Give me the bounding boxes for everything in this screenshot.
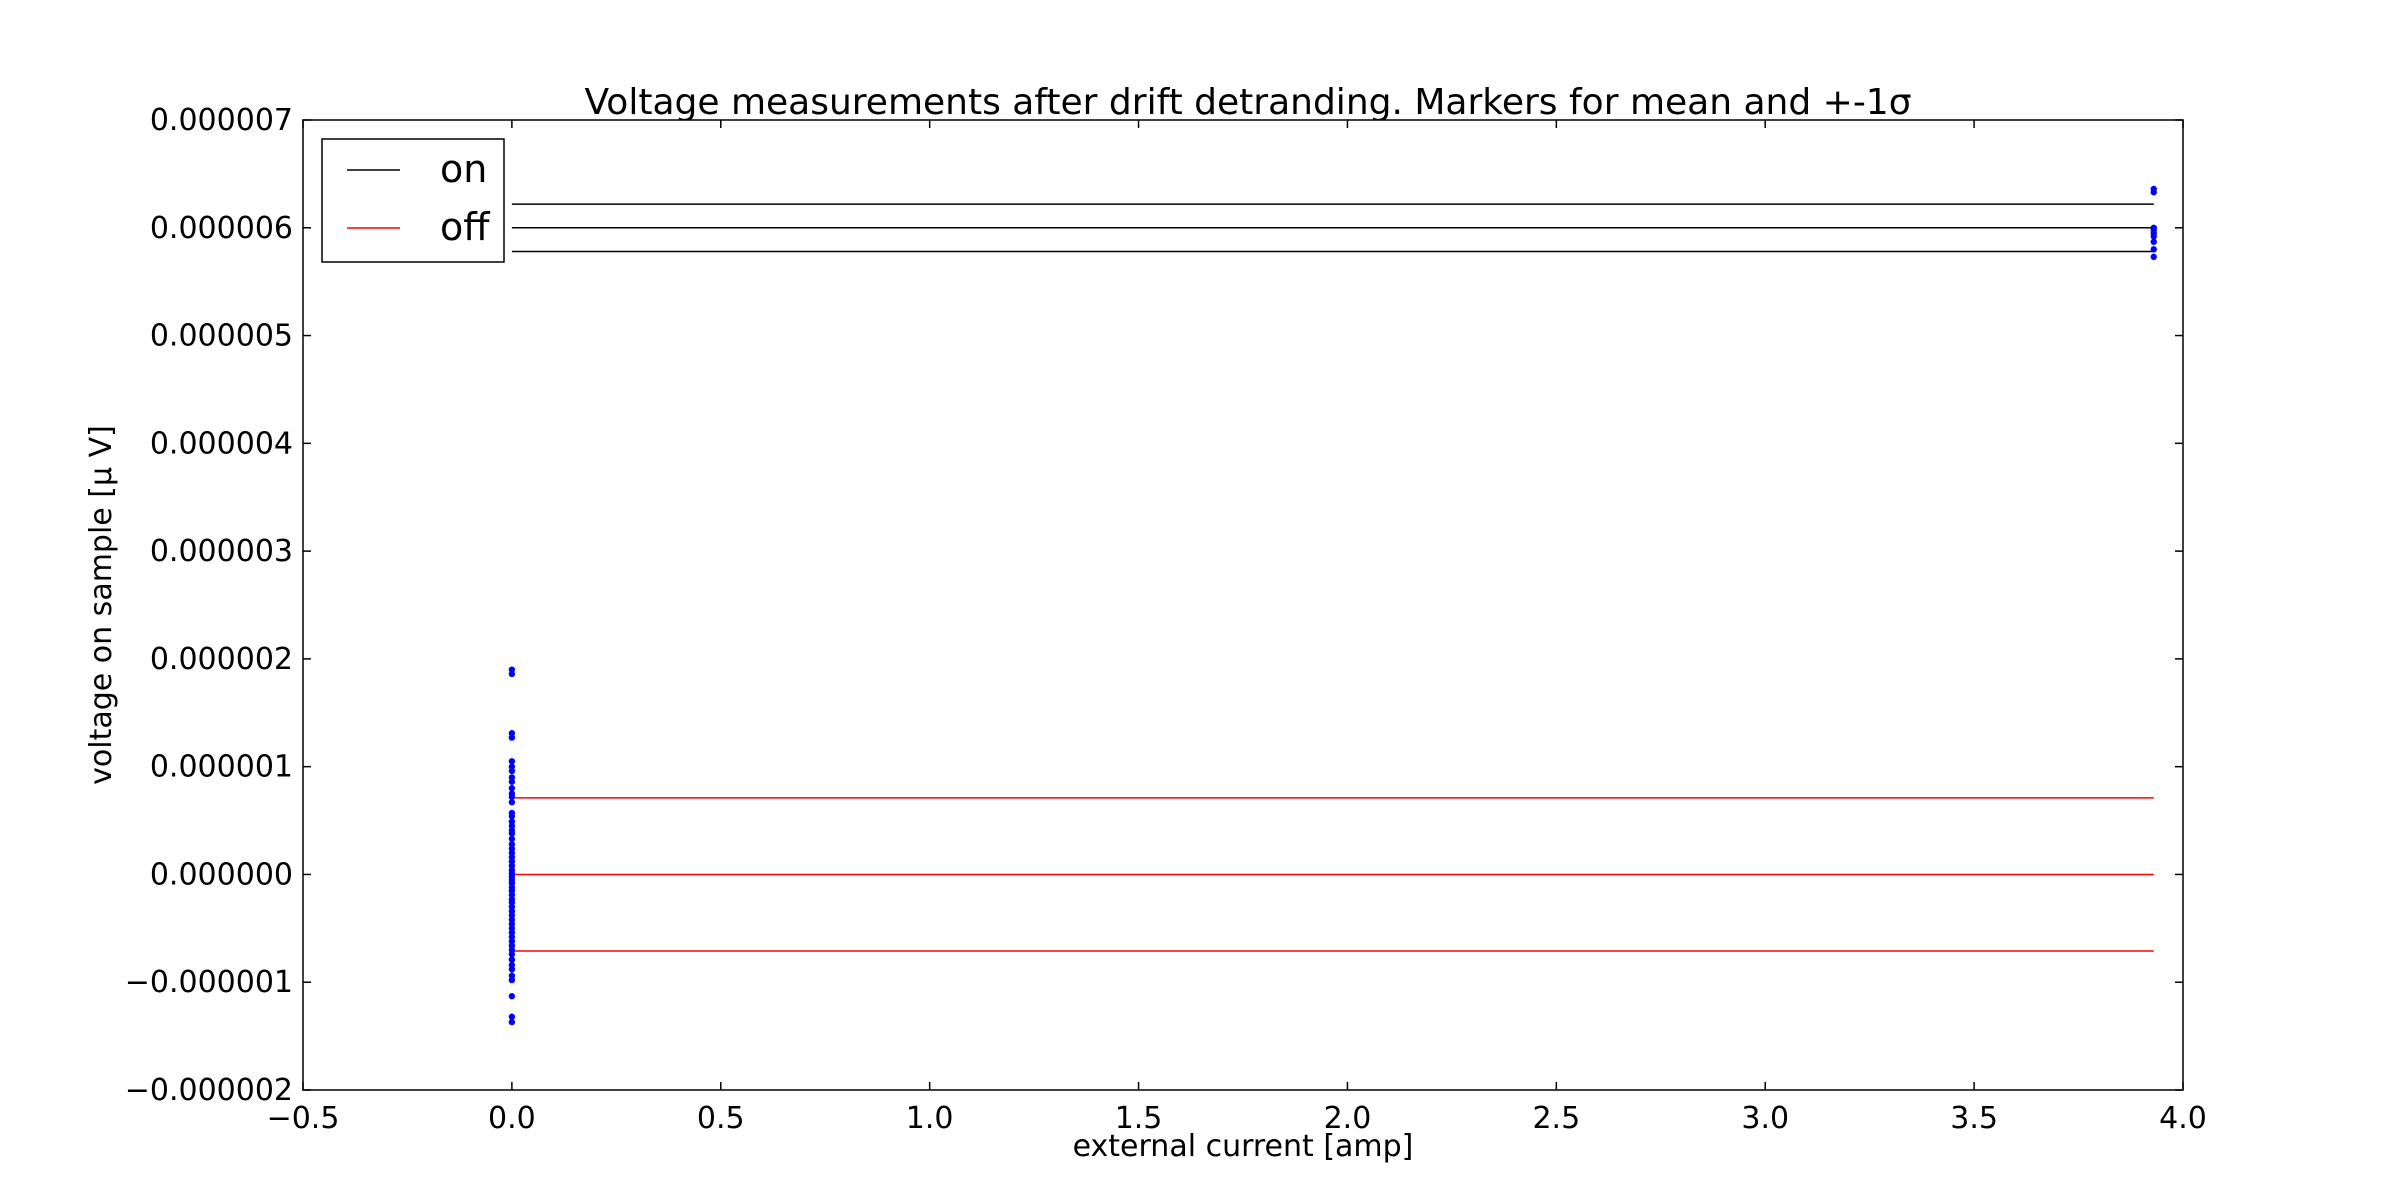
x-tick-label: 4.0 xyxy=(2159,1101,2207,1136)
legend: on off xyxy=(321,138,505,263)
legend-frame xyxy=(321,138,505,263)
y-tick-label: −0.000001 xyxy=(125,965,293,1000)
y-tick-label: 0.000001 xyxy=(150,750,293,785)
data-point xyxy=(508,778,516,785)
data-point xyxy=(508,966,516,973)
data-point xyxy=(508,951,516,958)
data-point xyxy=(508,1018,516,1026)
data-point xyxy=(508,670,516,678)
data-point xyxy=(2150,253,2157,261)
data-point xyxy=(508,793,516,801)
x-tick-label: 0.0 xyxy=(488,1101,536,1136)
x-axis: −0.5 0.0 0.5 1.0 1.5 2.0 2.5 3.0 3.5 4.0 xyxy=(267,120,2207,1136)
y-tick-label: 0.000002 xyxy=(150,642,293,677)
x-tick-label: 3.5 xyxy=(1950,1101,1998,1136)
reference-lines xyxy=(511,203,2154,952)
y-axis-label: voltage on sample [μ V] xyxy=(84,425,119,785)
y-tick-label: 0.000003 xyxy=(150,534,293,569)
data-point xyxy=(2150,238,2157,245)
legend-label-off: off xyxy=(440,205,490,249)
data-point xyxy=(2150,189,2157,196)
y-tick-label: 0.000005 xyxy=(150,319,293,354)
x-tick-label: 3.0 xyxy=(1741,1101,1789,1136)
y-tick-label: 0.000007 xyxy=(150,103,293,138)
y-tick-label: 0.000006 xyxy=(150,211,293,246)
legend-label-on: on xyxy=(440,147,487,191)
x-tick-label: 2.0 xyxy=(1324,1101,1372,1136)
data-point xyxy=(508,1013,516,1020)
plot-frame xyxy=(302,119,2184,1091)
data-point xyxy=(508,956,516,963)
data-point xyxy=(508,976,516,984)
data-points xyxy=(508,185,2157,1026)
data-point xyxy=(508,835,516,843)
x-axis-label: external current [amp] xyxy=(1073,1129,1414,1164)
data-point xyxy=(508,767,516,775)
chart-title: Voltage measurements after drift detrand… xyxy=(584,82,1911,123)
x-tick-label: 2.5 xyxy=(1532,1101,1580,1136)
data-point xyxy=(508,785,516,792)
x-tick-label: −0.5 xyxy=(267,1101,340,1136)
y-tick-label: −0.000002 xyxy=(125,1073,293,1108)
y-tick-label: 0.000004 xyxy=(150,426,293,461)
x-tick-label: 0.5 xyxy=(697,1101,745,1136)
y-tick-label: 0.000000 xyxy=(150,857,293,892)
data-point xyxy=(508,830,516,837)
x-tick-label: 1.5 xyxy=(1115,1101,1163,1136)
data-point xyxy=(508,799,516,806)
data-point xyxy=(2150,246,2157,253)
data-point xyxy=(508,813,516,820)
plot-area xyxy=(302,119,2184,1091)
y-axis: −0.000002 −0.000001 0.000000 0.000001 0.0000… xyxy=(125,103,2183,1108)
data-point xyxy=(508,734,516,741)
data-point xyxy=(508,758,516,765)
x-tick-label: 1.0 xyxy=(906,1101,954,1136)
data-point xyxy=(2150,233,2157,240)
data-point xyxy=(508,993,516,1000)
